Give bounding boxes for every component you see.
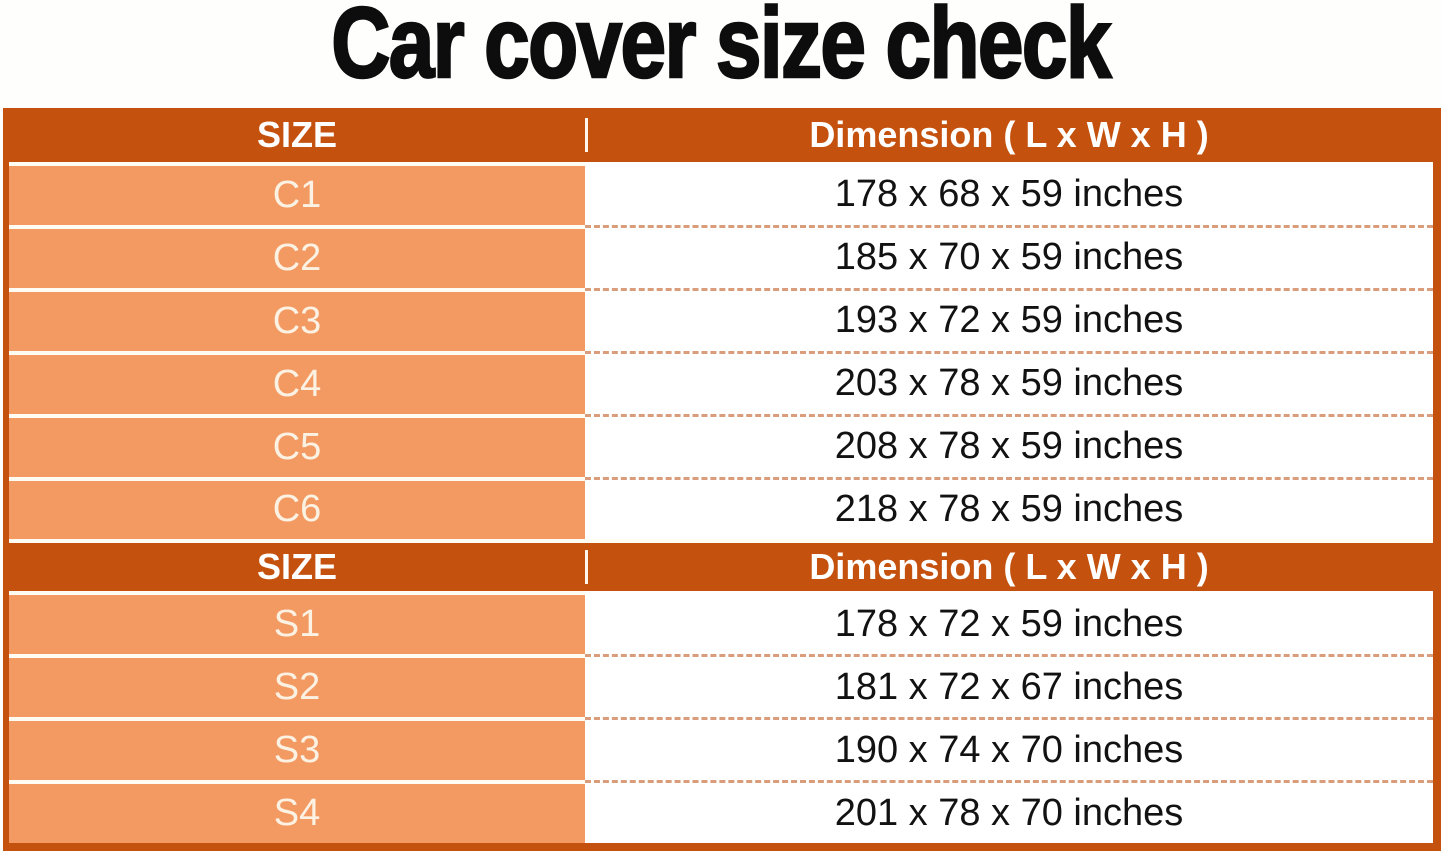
table-row: C6 218 x 78 x 59 inches — [9, 476, 1433, 540]
dimension-cell: 185 x 70 x 59 inches — [585, 224, 1433, 288]
table-row: C2 185 x 70 x 59 inches — [9, 224, 1433, 288]
table-row: S4 201 x 78 x 70 inches — [9, 780, 1433, 844]
table-row: S1 178 x 72 x 59 inches — [9, 591, 1433, 655]
size-cell: S3 — [9, 717, 585, 781]
size-cell: C3 — [9, 287, 585, 351]
dimension-cell: 190 x 74 x 70 inches — [585, 717, 1433, 781]
dimension-cell: 201 x 78 x 70 inches — [585, 780, 1433, 844]
table-row: S3 190 x 74 x 70 inches — [9, 717, 1433, 781]
table-row: C5 208 x 78 x 59 inches — [9, 413, 1433, 477]
dimension-cell: 181 x 72 x 67 inches — [585, 654, 1433, 718]
dimension-column-header: Dimension ( L x W x H ) — [809, 114, 1209, 155]
size-cell: C1 — [9, 162, 585, 225]
size-table: SIZE Dimension ( L x W x H ) C1 178 x 68… — [3, 108, 1441, 851]
column-divider-tick — [585, 550, 588, 585]
dimension-cell: 203 x 78 x 59 inches — [585, 350, 1433, 414]
dimension-column-header: Dimension ( L x W x H ) — [809, 546, 1209, 588]
table-row: C4 203 x 78 x 59 inches — [9, 350, 1433, 414]
table-row: C3 193 x 72 x 59 inches — [9, 287, 1433, 351]
dimension-cell: 193 x 72 x 59 inches — [585, 287, 1433, 351]
page-title: Car cover size check — [330, 0, 1112, 99]
section-1-header-row: SIZE Dimension ( L x W x H ) — [9, 108, 1433, 162]
column-divider-tick — [585, 118, 588, 152]
size-column-header: SIZE — [256, 114, 337, 155]
dimension-cell: 178 x 68 x 59 inches — [585, 162, 1433, 225]
size-cell: C6 — [9, 476, 585, 540]
section-2-header-row: SIZE Dimension ( L x W x H ) — [9, 539, 1433, 592]
dimension-cell: 178 x 72 x 59 inches — [585, 591, 1433, 655]
size-cell: C5 — [9, 413, 585, 477]
size-cell: C4 — [9, 350, 585, 414]
dimension-cell: 218 x 78 x 59 inches — [585, 476, 1433, 540]
dimension-cell: 208 x 78 x 59 inches — [585, 413, 1433, 477]
size-cell: S1 — [9, 591, 585, 655]
size-cell: S2 — [9, 654, 585, 718]
size-column-header: SIZE — [256, 546, 337, 588]
size-cell: C2 — [9, 224, 585, 288]
size-cell: S4 — [9, 780, 585, 844]
table-row: S2 181 x 72 x 67 inches — [9, 654, 1433, 718]
table-row: C1 178 x 68 x 59 inches — [9, 162, 1433, 225]
